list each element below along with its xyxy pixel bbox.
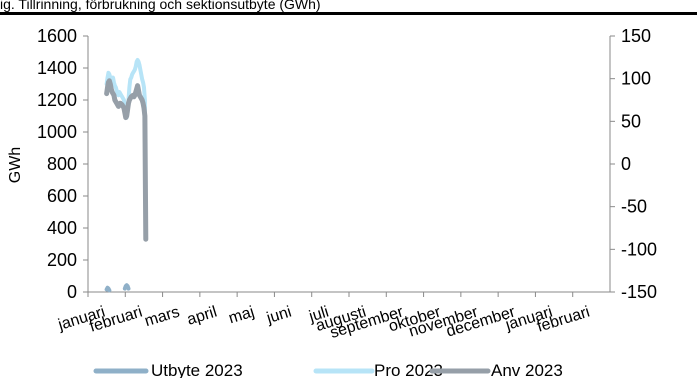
left-tick-label: 1200	[37, 90, 77, 110]
series-line-3	[104, 78, 149, 242]
x-tick-label: juni	[264, 304, 294, 328]
y-axis-label: GWh	[7, 147, 24, 183]
legend-label-2: Pro 2023	[374, 361, 443, 378]
left-tick-label: 400	[47, 218, 77, 238]
title-rule	[0, 12, 697, 15]
right-tick-label: 50	[621, 111, 641, 131]
right-tick-label: 100	[621, 69, 651, 89]
right-tick-label: 0	[621, 154, 631, 174]
legend-label-3: Anv 2023	[491, 361, 563, 378]
left-tick-label: 1600	[37, 26, 77, 46]
x-tick-label: april	[185, 304, 219, 329]
right-tick-label: -100	[621, 239, 657, 259]
x-tick-label: mars	[143, 304, 182, 331]
left-tick-label: 1400	[37, 58, 77, 78]
right-tick-label: -150	[621, 282, 657, 302]
right-tick-label: -50	[621, 197, 647, 217]
left-tick-label: 200	[47, 250, 77, 270]
right-tick-label: 150	[621, 26, 651, 46]
series-line-1	[104, 283, 131, 293]
chart-title: ig. Tillrinning, förbrukning och sektion…	[0, 0, 321, 12]
x-tick-label: juli	[306, 304, 331, 326]
x-tick-label: maj	[227, 304, 257, 328]
left-tick-label: 1000	[37, 122, 77, 142]
left-tick-label: 800	[47, 154, 77, 174]
left-tick-label: 0	[67, 282, 77, 302]
legend-label-1: Utbyte 2023	[151, 361, 243, 378]
left-tick-label: 600	[47, 186, 77, 206]
